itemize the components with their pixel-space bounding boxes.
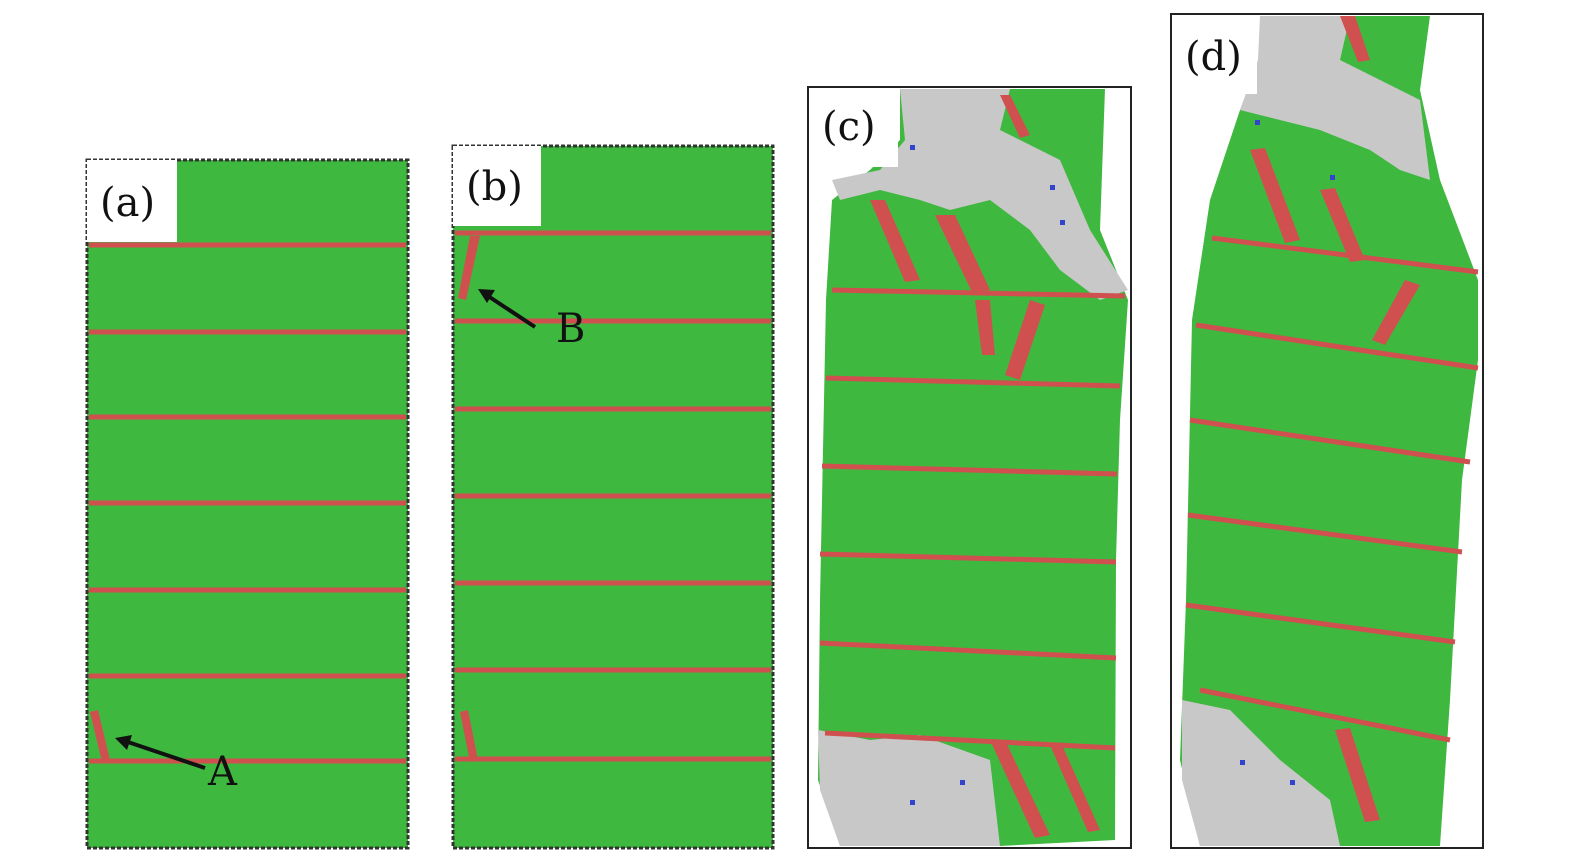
panel-b-label: (b): [466, 164, 523, 210]
panel-c-label: (c): [822, 104, 876, 150]
panel-a-label-box: [87, 160, 177, 242]
arrow-b: [486, 294, 537, 329]
annotation-a: A: [207, 749, 238, 795]
stacking-fault-line: [1199, 687, 1451, 743]
panel-a-stacking-faults: [89, 242, 406, 764]
panel-d-stacking-faults: [1185, 235, 1479, 743]
panel-d: (d): [1170, 13, 1484, 849]
panel-c-label-box: [810, 89, 898, 167]
stacking-fault-line: [1189, 417, 1471, 465]
panel-d-other-atoms: [1240, 120, 1335, 785]
stacking-fault-line: [819, 640, 1117, 661]
arrow-b-head-icon: [478, 289, 495, 303]
panel-c-stacking-faults: [819, 287, 1126, 751]
stacking-fault-line: [819, 551, 1117, 565]
stacking-fault-line: [821, 463, 1118, 477]
stacking-fault-line: [831, 287, 1126, 299]
panel-c-other-atoms: [910, 145, 1065, 805]
panel-b-defect-b: [458, 236, 480, 300]
panel-a-label: (a): [100, 180, 155, 226]
panel-c-disordered-top: [832, 89, 1128, 300]
stacking-fault-line: [1195, 322, 1479, 371]
annotation-b: B: [556, 306, 585, 352]
panel-d-disordered-bottom: [1182, 700, 1340, 846]
panel-c-disordered-bottom: [818, 730, 1000, 846]
panel-d-label: (d): [1185, 34, 1242, 80]
arrow-a: [124, 739, 206, 770]
stacking-fault-line: [1211, 235, 1479, 275]
panel-b-defect-bottom: [460, 710, 478, 762]
panel-b-label-box: [453, 146, 541, 226]
stacking-fault-line: [1185, 602, 1456, 645]
stacking-fault-line: [825, 375, 1121, 389]
panel-b: (b) B: [451, 144, 775, 850]
panel-a-defect-a: [90, 710, 110, 762]
stacking-fault-line: [1187, 512, 1463, 555]
arrow-a-head-icon: [115, 735, 132, 750]
panel-c-slip-bands: [870, 95, 1100, 838]
panel-d-disordered-top: [1240, 16, 1430, 180]
panel-d-slip-bands: [1250, 16, 1420, 822]
panel-a: (a) A: [85, 158, 410, 850]
panel-c: (c): [807, 86, 1132, 849]
panel-d-label-box: [1173, 16, 1257, 94]
panel-d-crystal: [1180, 16, 1478, 846]
panel-b-stacking-faults: [455, 230, 771, 762]
stacking-fault-line: [824, 730, 1116, 751]
